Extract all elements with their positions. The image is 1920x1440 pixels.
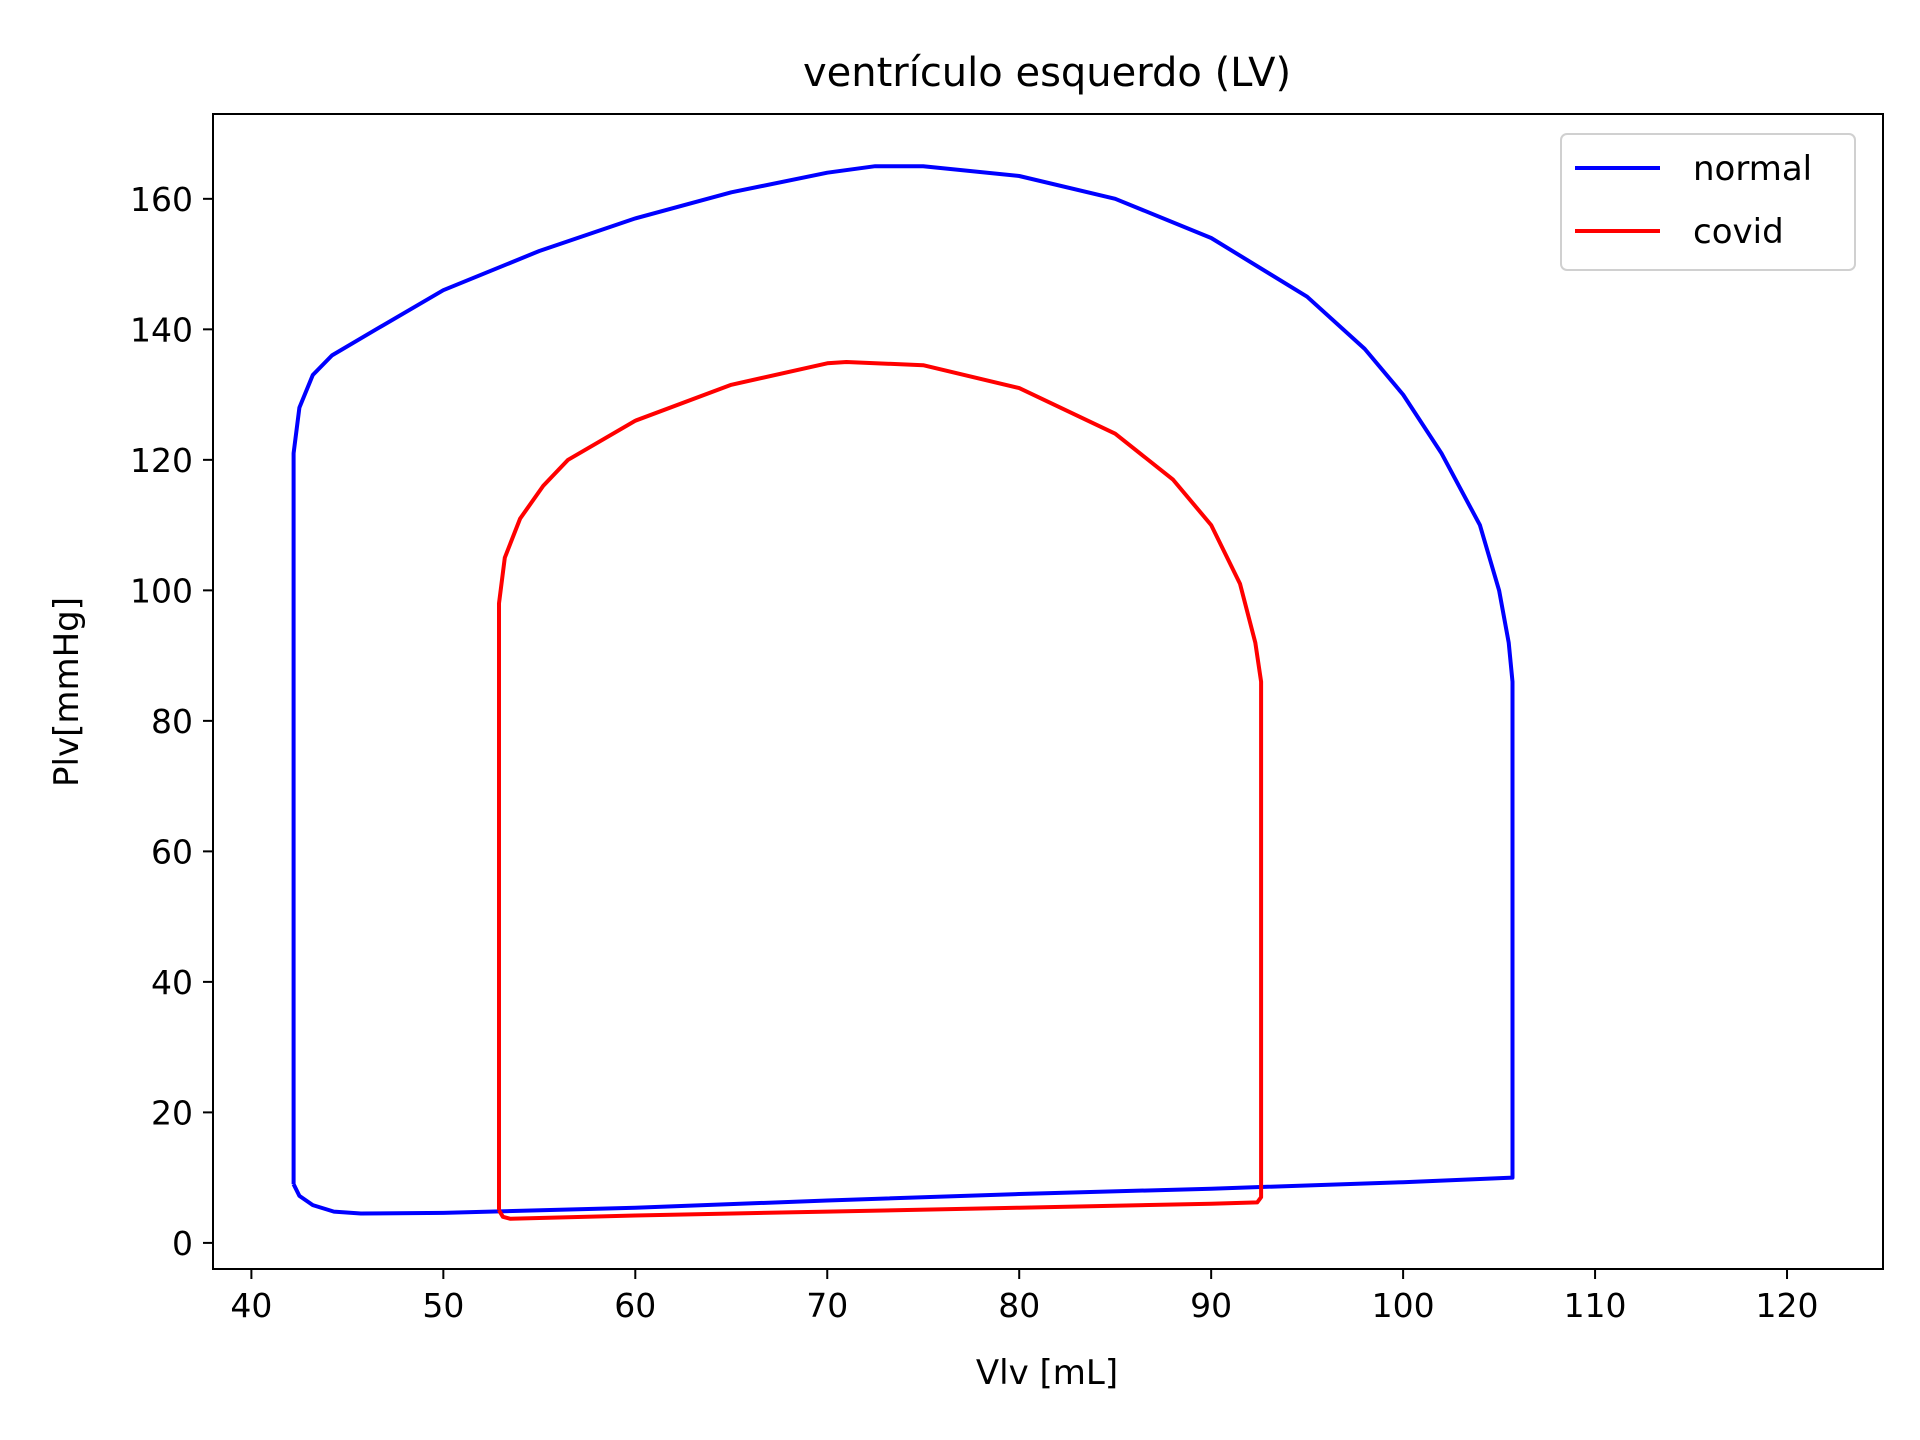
y-tick-label: 80 [151,702,193,741]
y-tick-label: 40 [151,963,193,1002]
plot-area [213,114,1883,1269]
series-line-covid [497,360,1264,1221]
y-tick-label: 0 [172,1224,193,1263]
x-tick-label: 120 [1756,1286,1819,1325]
y-axis-ticks: 0 20 40 60 80 100 120 140 160 [130,180,213,1263]
x-tick-label: 50 [422,1286,464,1325]
x-tick-label: 100 [1372,1286,1435,1325]
x-tick-label: 60 [614,1286,656,1325]
y-tick-label: 20 [151,1093,193,1132]
y-tick-label: 100 [130,571,193,610]
y-axis-label: Plv[mmHg] [47,597,87,787]
legend-label-covid: covid [1693,212,1784,252]
x-axis-ticks: 40 50 60 70 80 90 100 110 120 [230,1269,1819,1325]
series-line-normal [291,164,1515,1216]
series-layer [291,164,1515,1221]
x-tick-label: 90 [1190,1286,1232,1325]
y-tick-label: 120 [130,441,193,480]
x-axis-label: Vlv [mL] [976,1353,1118,1393]
legend: normal covid [1560,133,1856,271]
x-tick-label: 80 [998,1286,1040,1325]
chart-title: ventrículo esquerdo (LV) [803,50,1291,96]
legend-label-normal: normal [1693,149,1812,189]
x-tick-label: 110 [1564,1286,1627,1325]
plot-frame [212,113,1884,1270]
y-tick-label: 140 [130,310,193,349]
x-tick-label: 40 [230,1286,272,1325]
y-tick-label: 60 [151,832,193,871]
y-tick-label: 160 [130,180,193,219]
x-tick-label: 70 [806,1286,848,1325]
